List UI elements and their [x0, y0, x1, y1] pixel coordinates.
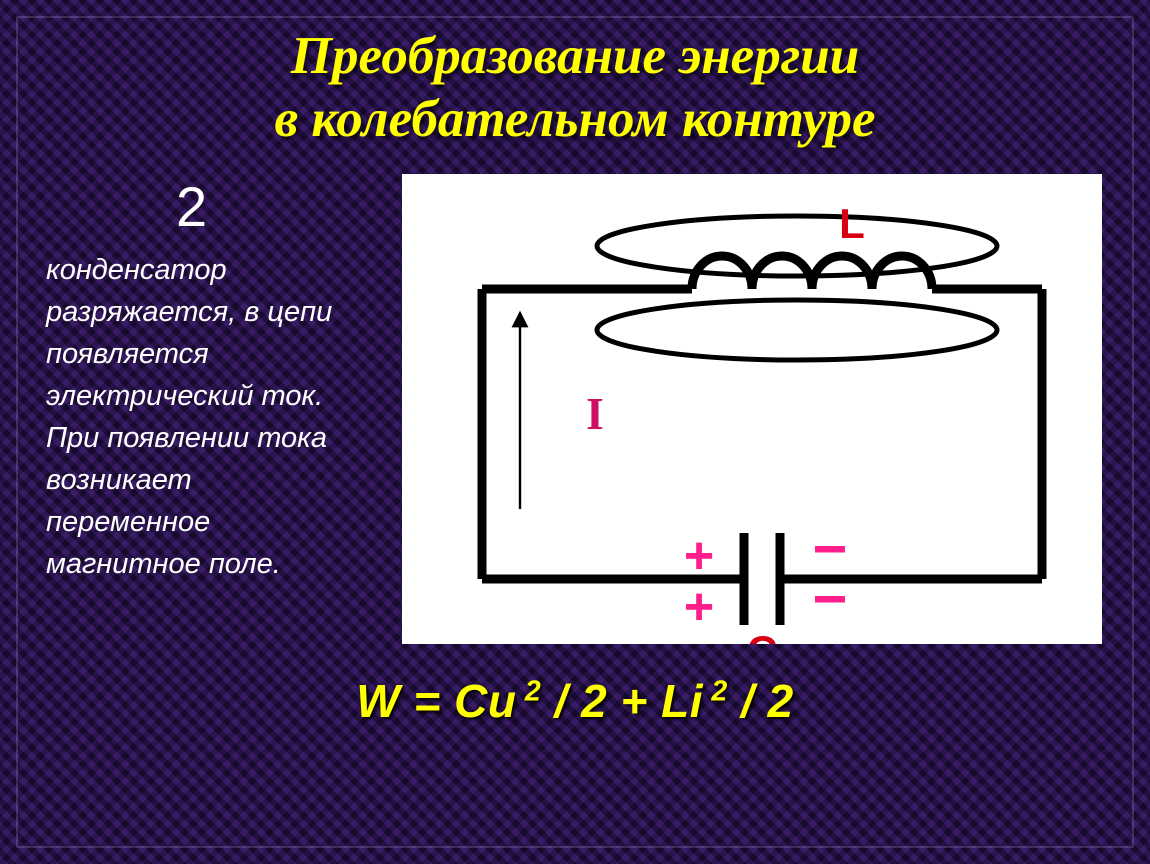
formula-end: / 2	[728, 675, 794, 727]
svg-text:C: C	[747, 627, 777, 644]
body-line: разряжается, в цепи	[46, 291, 390, 333]
step-number: 2	[176, 174, 390, 239]
content-row: 2 конденсатор разряжается, в цепи появля…	[40, 174, 1110, 644]
body-line: переменное	[46, 501, 390, 543]
body-line: конденсатор	[46, 249, 390, 291]
svg-text:+: +	[684, 578, 714, 636]
text-column: 2 конденсатор разряжается, в цепи появля…	[40, 174, 390, 585]
svg-text:I: I	[586, 388, 604, 439]
title-line-2: в колебательном контуре	[274, 90, 875, 148]
body-line: появляется	[46, 333, 390, 375]
lc-circuit-diagram: L++−−CI	[402, 174, 1102, 644]
diagram-container: L++−−CI	[402, 174, 1110, 644]
body-text: конденсатор разряжается, в цепи появляет…	[46, 249, 390, 585]
body-line: При появлении тока	[46, 417, 390, 459]
body-line: электрический ток.	[46, 375, 390, 417]
slide-title: Преобразование энергии в колебательном к…	[40, 25, 1110, 150]
svg-text:L: L	[839, 200, 865, 247]
body-line: магнитное поле.	[46, 543, 390, 585]
svg-text:+: +	[684, 527, 714, 585]
svg-text:−: −	[813, 565, 848, 632]
title-line-1: Преобразование энергии	[291, 27, 859, 85]
formula-sup: 2	[516, 676, 541, 708]
formula-eq: = Cu	[400, 675, 516, 727]
formula-mid: / 2 + Li	[541, 675, 703, 727]
formula-w: W	[356, 675, 400, 727]
energy-formula: W = Cu 2 / 2 + Li 2 / 2	[40, 674, 1110, 728]
slide: Преобразование энергии в колебательном к…	[0, 0, 1150, 864]
body-line: возникает	[46, 459, 390, 501]
formula-sup: 2	[703, 676, 728, 708]
